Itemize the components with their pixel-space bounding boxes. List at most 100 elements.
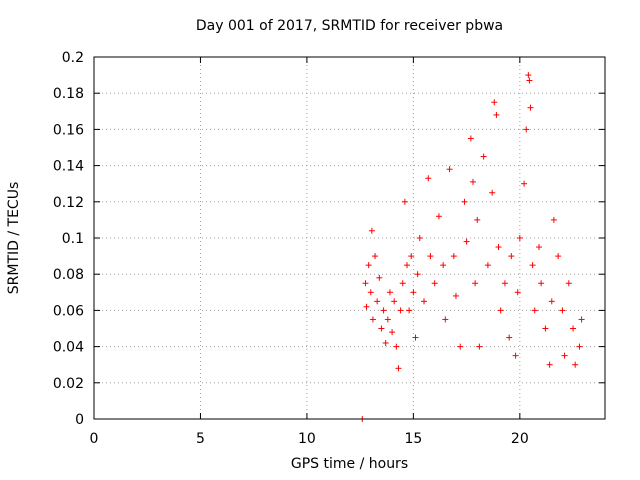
data-point [427, 253, 434, 260]
data-point [508, 253, 515, 260]
data-point [461, 198, 468, 205]
x-tick-label: 0 [90, 431, 99, 447]
data-point [463, 238, 470, 245]
data-point [578, 316, 585, 323]
y-tick-label: 0.2 [62, 50, 84, 66]
data-point [452, 292, 459, 299]
x-tick-label: 10 [298, 431, 316, 447]
data-point [493, 111, 500, 118]
data-point [561, 352, 568, 359]
data-point [446, 166, 453, 173]
data-point [514, 289, 521, 296]
data-point [389, 329, 396, 336]
y-tick-label: 0.1 [62, 231, 84, 247]
data-point [393, 343, 400, 350]
data-point [401, 198, 408, 205]
y-tick-label: 0.04 [53, 340, 84, 356]
data-point [497, 307, 504, 314]
data-point [457, 343, 464, 350]
data-point [442, 316, 449, 323]
data-point [369, 316, 376, 323]
data-point [440, 262, 447, 269]
x-tick-label: 15 [404, 431, 422, 447]
data-point [403, 262, 410, 269]
data-point [408, 253, 415, 260]
data-point [572, 361, 579, 368]
data-point [395, 365, 402, 372]
data-point [399, 280, 406, 287]
data-point [521, 180, 528, 187]
data-point [386, 289, 393, 296]
data-point [484, 262, 491, 269]
data-point [495, 244, 502, 251]
data-point [397, 307, 404, 314]
data-point [431, 280, 438, 287]
data-point [363, 303, 370, 310]
y-tick-label: 0.02 [53, 376, 84, 392]
data-point [416, 235, 423, 241]
y-tick-label: 0.12 [53, 195, 84, 211]
data-point [378, 325, 385, 332]
data-point [529, 262, 536, 269]
data-point [414, 271, 421, 278]
data-point [382, 339, 389, 346]
data-point [469, 178, 476, 185]
y-axis-label: SRMTID / TECUs [6, 181, 22, 295]
data-point [376, 274, 383, 281]
y-tick-label: 0.14 [53, 159, 84, 175]
data-point [527, 104, 534, 111]
data-point [555, 253, 562, 260]
y-tick-label: 0.16 [53, 122, 84, 138]
data-point [384, 316, 391, 323]
data-point [565, 280, 572, 287]
data-point [525, 72, 532, 79]
y-tick-label: 0.18 [53, 86, 84, 102]
data-point [546, 361, 553, 368]
data-point [506, 334, 513, 341]
data-point [425, 175, 432, 182]
y-tick-label: 0.08 [53, 267, 84, 283]
y-tick-label: 0.06 [53, 303, 84, 319]
data-point [467, 135, 474, 142]
data-point [362, 280, 369, 287]
data-point [372, 253, 379, 260]
data-point [450, 253, 457, 260]
data-point [542, 325, 549, 332]
x-tick-label: 5 [196, 431, 205, 447]
data-point [367, 289, 374, 296]
data-point [421, 298, 428, 305]
data-point [472, 280, 479, 287]
data-point [531, 307, 538, 314]
data-point [538, 280, 545, 287]
data-point [516, 235, 523, 241]
data-point [512, 352, 519, 359]
tick-labels: 0 0.02 0.04 0.06 0.08 0.1 0.12 0.14 0.16 0.18 0.2 0… [53, 50, 529, 447]
data-point [410, 289, 417, 296]
data-point [491, 99, 498, 106]
data-point [391, 298, 398, 305]
data-point [406, 307, 413, 314]
data-point [559, 307, 566, 314]
data-point [374, 298, 381, 305]
data-point [435, 213, 442, 220]
data-point [548, 298, 555, 305]
chart-title: Day 001 of 2017, SRMTID for receiver pbw… [195, 18, 504, 34]
grid-lines [94, 57, 605, 419]
data-point [380, 307, 387, 314]
data-point [476, 343, 483, 350]
data-point [535, 244, 542, 251]
data-point [501, 280, 508, 287]
axis-ticks [93, 56, 605, 420]
y-tick-label: 0 [75, 412, 84, 428]
data-point [550, 216, 557, 223]
data-point [570, 325, 577, 332]
data-points [359, 72, 585, 422]
data-point [523, 126, 530, 133]
x-tick-label: 20 [511, 431, 529, 447]
data-point [365, 262, 372, 269]
data-point [474, 216, 481, 223]
x-axis-label: GPS time / hours [290, 456, 409, 472]
data-point [480, 153, 487, 160]
data-point [412, 334, 419, 341]
